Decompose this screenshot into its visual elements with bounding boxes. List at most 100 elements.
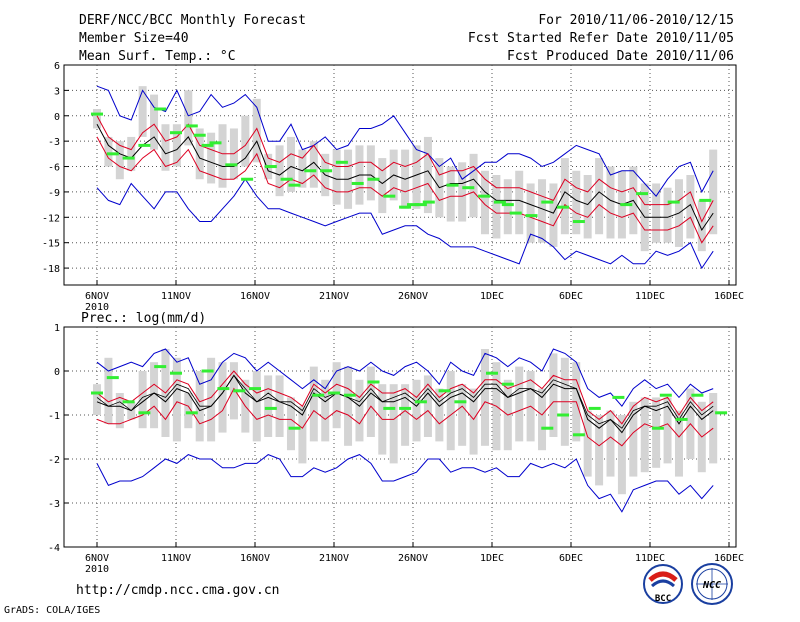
temperature-observed-mark	[509, 211, 522, 215]
temperature-xtick-label: 6NOV	[85, 291, 109, 302]
precipitation-observed-mark	[651, 426, 664, 430]
precipitation-observed-mark	[343, 393, 356, 397]
precipitation-ytick-label: -4	[48, 543, 60, 554]
precipitation-observed-mark	[383, 406, 396, 410]
temperature-ensemble-box	[286, 136, 295, 192]
temperature-ensemble-box	[161, 124, 170, 171]
temperature-ensemble-box	[184, 90, 193, 146]
temperature-ensemble-box	[549, 183, 558, 247]
precipitation-ensemble-box	[309, 366, 318, 442]
temperature-ensemble-box	[526, 183, 535, 243]
precipitation-series-observed_black_secondary	[96, 374, 714, 429]
temperature-observed-mark	[525, 214, 538, 218]
precipitation-ensemble-box	[332, 362, 341, 429]
temperature-observed-mark	[407, 203, 419, 207]
precipitation-observed-mark	[541, 426, 554, 430]
temperature-ensemble-box	[423, 136, 432, 214]
temperature-ensemble-box	[686, 175, 695, 239]
temperature-observed-mark	[185, 124, 198, 128]
precipitation-ensemble-box	[549, 353, 558, 437]
temperature-ensemble-box	[709, 149, 718, 235]
precipitation-ensemble-box	[652, 397, 661, 468]
member-size-label: Member Size=40	[79, 31, 189, 46]
temperature-ensemble-box	[207, 132, 216, 184]
temperature-xtick-label: 16DEC	[714, 291, 744, 302]
temperature-ensemble-box	[138, 86, 147, 137]
temperature-observed-mark	[699, 198, 712, 202]
precipitation-ensemble-box	[344, 366, 353, 446]
precipitation-xtick-label: 11DEC	[635, 553, 665, 564]
precipitation-ensemble-box	[480, 349, 489, 446]
precipitation-ensemble-box	[275, 375, 284, 437]
precipitation-ensemble-box	[115, 393, 124, 429]
temperature-xtick-label: 26NOV	[398, 291, 428, 302]
precipitation-observed-mark	[414, 400, 427, 404]
chart-title: DERF/NCC/BCC Monthly Forecast	[79, 13, 306, 28]
forecast-period-label: For 2010/11/06-2010/12/15	[538, 13, 734, 28]
ncc-logo: NCC	[691, 563, 733, 605]
temperature-ensemble-box	[218, 124, 227, 188]
precipitation-ensemble-box	[321, 379, 330, 442]
temperature-observed-mark	[572, 220, 585, 224]
temperature-ytick-label: -6	[48, 163, 60, 174]
temperature-series-min	[96, 178, 714, 270]
precipitation-ensemble-box	[423, 375, 432, 437]
temperature-ensemble-box	[560, 158, 569, 235]
temperature-observed-mark	[383, 194, 396, 198]
temperature-ytick-label: -18	[42, 264, 60, 275]
temperature-observed-mark	[414, 203, 427, 207]
temperature-observed-mark	[288, 183, 301, 187]
precipitation-observed-mark	[185, 411, 198, 415]
temperature-observed-mark	[478, 194, 491, 198]
precipitation-xtick-label: 6DEC	[559, 553, 583, 564]
precipitation-observed-mark	[715, 411, 728, 415]
temperature-ensemble-box	[469, 153, 478, 218]
temperature-ensemble-box	[606, 166, 615, 239]
temperature-observed-mark	[367, 177, 380, 181]
temperature-ensemble-box	[195, 128, 204, 180]
precipitation-ensemble-box	[264, 375, 273, 437]
temperature-observed-mark	[557, 205, 570, 209]
produced-date-label: Fcst Produced Date 2010/11/06	[507, 49, 734, 64]
precipitation-ensemble-box	[184, 393, 193, 429]
temperature-ensemble-box	[697, 200, 706, 252]
temperature-observed-mark	[501, 203, 514, 207]
precipitation-observed-mark	[249, 387, 261, 391]
temperature-ytick-label: -9	[48, 188, 60, 199]
precipitation-observed-mark	[170, 371, 182, 375]
precipitation-ensemble-box	[617, 415, 626, 495]
precipitation-ensemble-box	[435, 388, 444, 442]
temperature-ensemble-box	[332, 149, 341, 205]
precipitation-ensemble-box	[663, 397, 672, 464]
temperature-xtick-label: 1DEC	[480, 291, 504, 302]
temperature-ytick-label: -12	[42, 213, 60, 224]
precipitation-year-label: 2010	[85, 564, 109, 575]
precipitation-observed-mark	[557, 413, 570, 417]
temperature-observed-mark	[620, 203, 633, 207]
temperature-ensemble-box	[275, 145, 284, 197]
temperature-observed-mark	[493, 200, 506, 204]
temperature-observed-mark	[264, 165, 277, 169]
precipitation-ensemble-box	[389, 384, 398, 464]
temperature-ensemble-box	[583, 175, 592, 239]
precipitation-observed-mark	[264, 406, 277, 410]
precipitation-ensemble-box	[412, 379, 421, 442]
precipitation-observed-mark	[675, 417, 688, 421]
temperature-observed-mark	[351, 181, 364, 185]
temperature-observed-mark	[462, 186, 475, 190]
precipitation-ensemble-box	[172, 357, 181, 442]
precipitation-observed-mark	[201, 369, 214, 373]
precipitation-ensemble-box	[150, 362, 159, 429]
precipitation-series-spread_upper	[96, 370, 714, 425]
precipitation-ensemble-box	[104, 357, 113, 424]
temperature-series-ensemble_mean	[96, 123, 714, 232]
temperature-observed-mark	[422, 200, 435, 204]
temperature-observed-mark	[154, 107, 167, 111]
precipitation-ytick-label: -1	[48, 411, 60, 422]
temperature-observed-mark	[335, 160, 348, 164]
temperature-ensemble-box	[446, 166, 455, 222]
temperature-observed-mark	[193, 133, 206, 137]
precipitation-ensemble-box	[207, 357, 216, 442]
